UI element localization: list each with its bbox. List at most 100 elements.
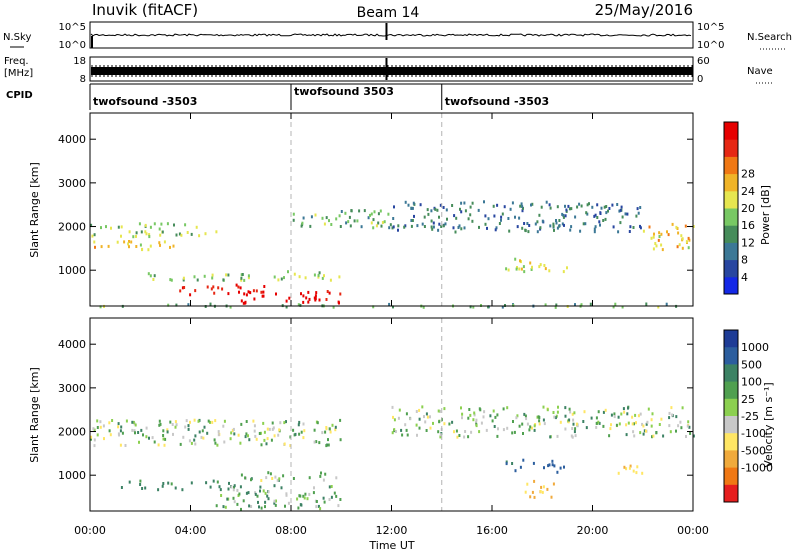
heatmap-cell [186, 231, 189, 234]
heatmap-cell [677, 424, 680, 428]
heatmap-cell [440, 225, 443, 228]
heatmap-cell [681, 237, 684, 241]
heatmap-cell [570, 207, 573, 211]
heatmap-cell [405, 412, 408, 416]
heatmap-cell [580, 204, 583, 208]
heatmap-cell [273, 501, 276, 505]
heatmap-cell [350, 209, 353, 213]
heatmap-cell [247, 290, 250, 294]
heatmap-cell [684, 224, 687, 228]
heatmap-cell [300, 292, 302, 296]
colorbar-swatch [724, 190, 738, 209]
heatmap-cell [406, 433, 409, 437]
heatmap-cell [612, 305, 615, 309]
heatmap-cell [96, 419, 99, 423]
heatmap-cell [626, 212, 629, 216]
heatmap-cell [562, 270, 565, 274]
heatmap-cell [203, 425, 206, 429]
heatmap-cell [239, 441, 242, 445]
heatmap-cell [296, 497, 299, 501]
heatmap-cell [203, 274, 206, 278]
heatmap-cell [264, 500, 267, 504]
heatmap-cell [608, 207, 611, 210]
heatmap-cell [645, 429, 647, 433]
heatmap-cell [181, 488, 184, 492]
heatmap-cell [551, 459, 554, 463]
heatmap-cell [141, 247, 144, 251]
heatmap-cell [573, 411, 576, 415]
colorbar-swatch [724, 156, 738, 175]
heatmap-cell [214, 419, 217, 423]
heatmap-cell [652, 434, 655, 438]
heatmap-cell [458, 434, 461, 437]
x-tick-label: 08:00 [275, 524, 307, 537]
heatmap-cell [496, 434, 499, 438]
heatmap-cell [608, 434, 611, 438]
heatmap-cell [524, 414, 527, 418]
heatmap-cell [323, 222, 326, 226]
heatmap-cell [552, 482, 555, 486]
heatmap-cell [262, 421, 265, 425]
heatmap-cell [635, 214, 638, 218]
heatmap-cell [257, 500, 259, 504]
heatmap-cell [315, 291, 318, 295]
heatmap-cell [473, 413, 476, 417]
heatmap-cell [316, 421, 319, 425]
colorbar-tick-label: -25 [741, 410, 759, 423]
heatmap-cell [325, 426, 328, 429]
heatmap-cell [245, 293, 248, 297]
heatmap-cell [471, 201, 474, 205]
colorbar-tick-label: 28 [741, 168, 755, 181]
heatmap-cell [669, 430, 672, 434]
heatmap-cell [224, 505, 227, 509]
heatmap-cell [141, 487, 144, 490]
heatmap-cell [318, 271, 321, 275]
heatmap-cell [469, 213, 472, 217]
heatmap-cell [570, 225, 573, 229]
heatmap-cell [520, 202, 523, 206]
heatmap-cell [432, 221, 435, 225]
heatmap-cell [552, 224, 555, 228]
heatmap-cell [230, 485, 233, 489]
heatmap-cell [617, 230, 620, 234]
heatmap-cell [337, 504, 340, 508]
heatmap-cell [222, 424, 225, 428]
heatmap-cell [377, 212, 380, 216]
heatmap-cell [327, 443, 330, 447]
heatmap-cell [258, 432, 261, 435]
heatmap-cell [328, 291, 331, 295]
heatmap-cell [217, 286, 220, 290]
heatmap-cell [280, 277, 283, 281]
heatmap-cell [526, 482, 529, 486]
heatmap-cell [538, 422, 541, 426]
heatmap-cell [547, 464, 550, 468]
heatmap-cell [590, 416, 593, 420]
heatmap-cell [629, 225, 632, 229]
heatmap-cell [597, 410, 600, 414]
heatmap-cell [591, 205, 594, 209]
heatmap-cell [469, 305, 472, 309]
heatmap-cell [370, 221, 373, 225]
heatmap-cell [317, 275, 320, 279]
heatmap-cell [627, 406, 629, 410]
heatmap-cell [528, 428, 531, 432]
heatmap-cell [244, 476, 247, 480]
heatmap-cell [550, 495, 553, 499]
heatmap-cell [523, 270, 526, 274]
heatmap-cell [127, 242, 130, 246]
heatmap-cell [542, 418, 545, 422]
heatmap-cell [180, 233, 183, 237]
heatmap-cell [248, 438, 251, 442]
heatmap-cell [108, 421, 111, 425]
heatmap-cell [265, 476, 268, 480]
heatmap-cell [313, 273, 316, 277]
heatmap-cell [260, 506, 263, 510]
heatmap-cell [543, 422, 546, 426]
heatmap-cell [494, 415, 497, 419]
heatmap-cell [172, 432, 174, 436]
heatmap-cell [236, 502, 239, 506]
heatmap-cell [347, 220, 350, 224]
heatmap-cell [520, 267, 523, 271]
heatmap-cell [235, 283, 238, 287]
heatmap-cell [537, 415, 540, 419]
